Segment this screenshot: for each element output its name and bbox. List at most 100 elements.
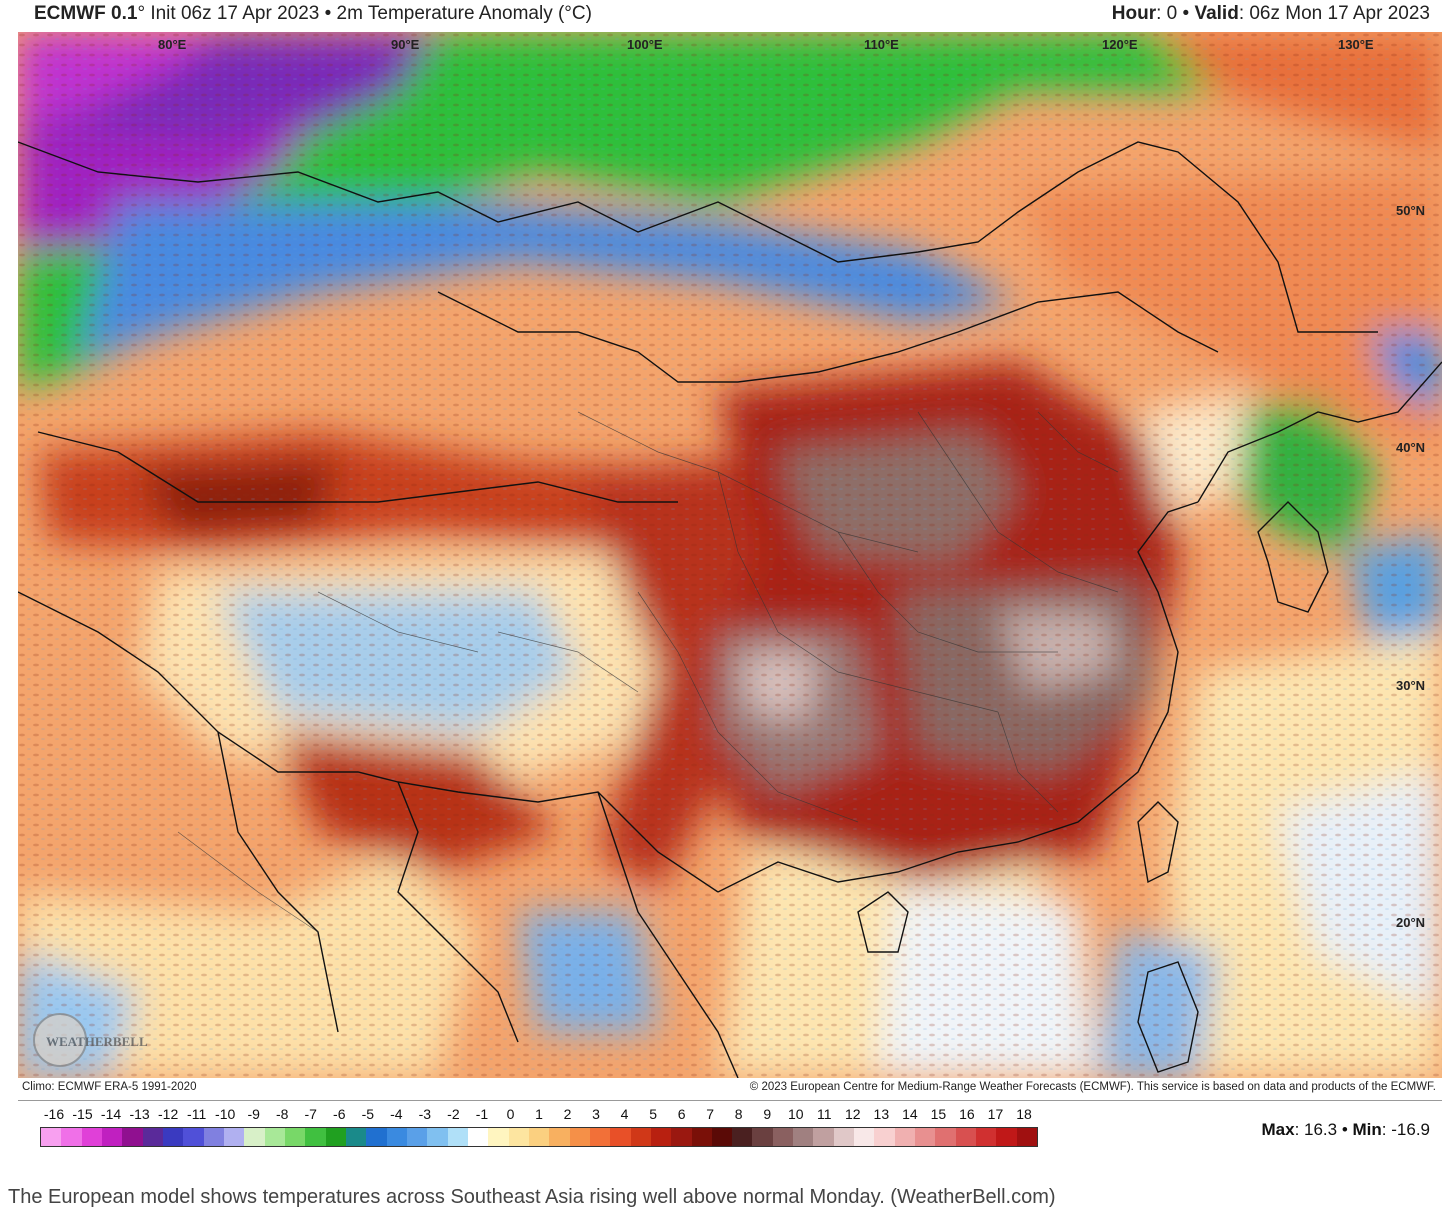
colorbar-tick-label: -11: [187, 1106, 207, 1122]
colorbar-swatch: [345, 1128, 367, 1146]
hour-label: Hour: [1111, 3, 1157, 24]
max-value: : 16.3 •: [1294, 1120, 1353, 1139]
lat-label: 30°N: [1396, 678, 1425, 693]
country-borders: [18, 141, 1442, 1078]
colorbar-tick-label: 18: [1016, 1106, 1032, 1122]
colorbar-tick-label: -8: [276, 1106, 289, 1122]
colorbar-swatch: [386, 1128, 407, 1146]
colorbar-swatch: [162, 1128, 184, 1146]
colorbar-tick-label: 2: [563, 1106, 572, 1122]
colorbar-tick-label: 13: [873, 1106, 890, 1122]
colorbar-tick-label: -2: [447, 1106, 460, 1122]
colorbar-tick-label: 4: [620, 1106, 629, 1122]
longitude-labels: 80°E 90°E 100°E 110°E 120°E 130°E: [158, 37, 1374, 52]
colorbar-swatch: [1016, 1128, 1038, 1146]
colorbar-tick-label: -14: [100, 1106, 122, 1122]
colorbar-swatch: [366, 1128, 387, 1146]
colorbar-tick-label: 9: [763, 1106, 772, 1122]
colorbar-tick-label: 5: [649, 1106, 658, 1122]
map-header: ECMWF 0.1° Init 06z 17 Apr 2023 • 2m Tem…: [0, 0, 1456, 32]
colorbar-tick-label: 17: [987, 1106, 1004, 1122]
lat-label: 50°N: [1396, 203, 1425, 218]
colorbar-swatch: [41, 1128, 62, 1146]
colorbar-tick-label: 11: [817, 1106, 832, 1122]
lat-label: 20°N: [1396, 915, 1425, 930]
colorbar-tick-label: 8: [734, 1106, 743, 1122]
valid-label: Valid: [1194, 3, 1239, 24]
colorbar-labels: -16 -15 -14 -13 -12 -11 -10 -9 -8 -7 -6 -5 -4 -3 -2 -1 0…: [40, 1106, 1038, 1122]
colorbar-swatch: [101, 1128, 123, 1146]
colorbar-swatch: [996, 1128, 1017, 1146]
model-name: ECMWF 0.1: [34, 3, 138, 24]
valid-time: Hour: 0 • Valid: 06z Mon 17 Apr 2023: [1112, 3, 1430, 25]
min-value: : -16.9: [1381, 1120, 1430, 1139]
map-graphic: 80°E 90°E 100°E 110°E 120°E 130°E 50°N 4…: [18, 32, 1442, 1078]
colorbar-swatch: [81, 1128, 102, 1146]
colorbar-swatch: [223, 1128, 245, 1146]
colorbar-tick-label: -10: [215, 1106, 236, 1122]
colorbar-tick-label: -9: [247, 1106, 260, 1122]
lon-label: 90°E: [391, 37, 420, 52]
map-title: ECMWF 0.1° Init 06z 17 Apr 2023 • 2m Tem…: [34, 3, 592, 25]
map-credits: Climo: ECMWF ERA-5 1991-2020 © 2023 Euro…: [18, 1078, 1442, 1101]
colorbar-swatch: [650, 1128, 672, 1146]
colorbar-swatch: [467, 1128, 489, 1146]
valid-value: : 06z Mon 17 Apr 2023: [1238, 3, 1430, 24]
colorbar-swatch: [955, 1128, 977, 1146]
colorbar-tick-label: -15: [72, 1106, 93, 1122]
colorbar-tick-label: -4: [390, 1106, 403, 1122]
colorbar-swatch: [894, 1128, 916, 1146]
min-label: Min: [1352, 1120, 1382, 1139]
colorbar-swatch: [508, 1128, 529, 1146]
colorbar-tick-label: 0: [506, 1106, 515, 1122]
lat-label: 40°N: [1396, 440, 1425, 455]
colorbar-tick-label: 12: [845, 1106, 861, 1122]
colorbar-swatch: [711, 1128, 733, 1146]
colorbar-tick-label: -1: [475, 1106, 489, 1122]
colorbar-swatch: [772, 1128, 794, 1146]
colorbar-swatch: [793, 1128, 814, 1146]
colorbar-swatch: [671, 1128, 692, 1146]
colorbar-swatch: [813, 1128, 834, 1146]
colorbar-swatch: [61, 1128, 82, 1146]
colorbar-swatch: [264, 1128, 285, 1146]
colorbar-swatch: [427, 1128, 448, 1146]
colorbar-swatch: [325, 1128, 346, 1146]
colorbar-tick-label: -13: [129, 1106, 150, 1122]
colorbar-swatch: [549, 1128, 570, 1146]
colorbar-tick-label: -6: [333, 1106, 346, 1122]
max-min-readout: Max: 16.3 • Min: -16.9: [1262, 1120, 1431, 1140]
lon-label: 130°E: [1338, 37, 1374, 52]
image-caption: The European model shows temperatures ac…: [8, 1186, 1056, 1208]
colorbar-swatch: [488, 1128, 509, 1146]
colorbar-swatch: [305, 1128, 326, 1146]
colorbar: [40, 1127, 1038, 1147]
colorbar-swatch: [854, 1128, 875, 1146]
colorbar-swatch: [732, 1128, 753, 1146]
lon-label: 110°E: [864, 37, 899, 52]
temperature-anomaly-map: 80°E 90°E 100°E 110°E 120°E 130°E 50°N 4…: [18, 32, 1442, 1078]
colorbar-tick-label: -5: [361, 1106, 375, 1122]
copyright-note: © 2023 European Centre for Medium-Range …: [749, 1081, 1436, 1093]
colorbar-swatch: [833, 1128, 855, 1146]
latitude-labels: 50°N 40°N 30°N 20°N: [1396, 203, 1425, 930]
colorbar-swatch: [528, 1128, 550, 1146]
lon-label: 120°E: [1102, 37, 1138, 52]
init-info: ° Init 06z 17 Apr 2023 • 2m Temperature …: [137, 3, 592, 24]
colorbar-tick-label: -16: [43, 1106, 65, 1122]
colorbar-swatch: [691, 1128, 712, 1146]
colorbar-tick-label: 3: [592, 1106, 600, 1122]
lon-label: 80°E: [158, 37, 187, 52]
hour-value: : 0 •: [1156, 3, 1195, 24]
colorbar-swatch: [610, 1128, 631, 1146]
colorbar-tick-label: -3: [418, 1106, 432, 1122]
colorbar-swatch: [630, 1128, 651, 1146]
lon-label: 100°E: [627, 37, 663, 52]
colorbar-swatch: [183, 1128, 204, 1146]
colorbar-swatch: [915, 1128, 936, 1146]
colorbar-swatch: [203, 1128, 224, 1146]
colorbar-swatch: [122, 1128, 143, 1146]
colorbar-tick-label: 14: [902, 1106, 918, 1122]
climo-note: Climo: ECMWF ERA-5 1991-2020: [22, 1081, 197, 1093]
colorbar-tick-label: 10: [787, 1106, 804, 1122]
